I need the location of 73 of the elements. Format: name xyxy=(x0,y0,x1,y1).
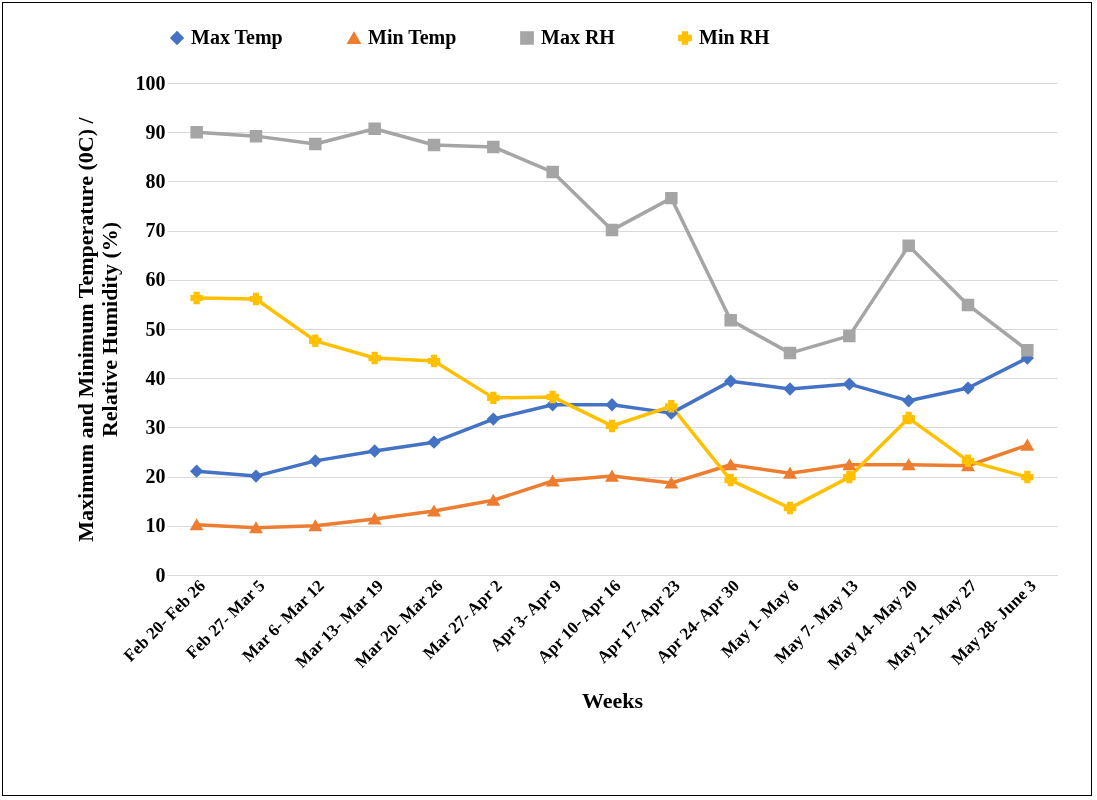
point xyxy=(487,140,500,154)
point xyxy=(961,454,975,468)
point xyxy=(546,165,559,179)
point xyxy=(1021,343,1034,357)
y-tick-label: 60 xyxy=(145,268,166,291)
y-tick-label: 30 xyxy=(145,415,166,438)
point xyxy=(427,138,441,152)
y-tick-label: 50 xyxy=(145,317,166,340)
point xyxy=(843,459,856,471)
y-tick-label: 70 xyxy=(145,219,166,242)
point xyxy=(605,470,619,482)
point xyxy=(487,391,500,405)
point xyxy=(902,239,915,253)
point xyxy=(783,501,797,515)
point xyxy=(190,291,203,305)
point xyxy=(843,470,856,484)
point xyxy=(783,467,797,479)
point xyxy=(665,477,678,489)
legend-label: Max Temp xyxy=(191,26,283,49)
y-tick-label: 90 xyxy=(145,120,166,143)
point xyxy=(961,381,975,395)
point xyxy=(309,454,322,468)
y-tick-label: 80 xyxy=(145,169,166,192)
point xyxy=(190,519,203,531)
point xyxy=(1021,439,1034,451)
point xyxy=(902,459,915,471)
point xyxy=(605,223,619,237)
point xyxy=(605,398,619,412)
point xyxy=(487,412,500,426)
point xyxy=(309,137,322,151)
point xyxy=(546,475,559,487)
y-axis-title: Maximum and Minimum Temperature (0C) / Relative Humidity (%) xyxy=(72,116,122,542)
point xyxy=(368,122,381,135)
point xyxy=(487,494,500,506)
point xyxy=(249,292,263,306)
point xyxy=(843,329,856,343)
point xyxy=(724,473,737,487)
point xyxy=(605,419,619,433)
point xyxy=(368,513,381,525)
legend-label: Min Temp xyxy=(368,26,457,49)
y-tick-label: 20 xyxy=(145,465,166,488)
point xyxy=(427,354,441,368)
point xyxy=(665,191,678,205)
legend-label: Min RH xyxy=(699,26,770,48)
y-tick-label: 10 xyxy=(145,514,166,537)
point xyxy=(961,298,975,312)
point xyxy=(783,382,797,396)
point xyxy=(546,390,559,404)
point xyxy=(309,334,322,348)
point xyxy=(368,351,381,365)
point xyxy=(249,522,263,534)
y-tick-label: 0 xyxy=(155,563,166,586)
y-tick-label: 100 xyxy=(135,71,166,94)
point xyxy=(190,125,203,139)
point xyxy=(249,129,263,143)
point xyxy=(902,411,915,425)
point xyxy=(427,505,441,517)
point xyxy=(843,377,856,391)
y-tick-label: 40 xyxy=(145,366,166,389)
point xyxy=(427,435,441,449)
point xyxy=(783,346,797,360)
point xyxy=(309,520,322,532)
point xyxy=(1021,470,1034,484)
point xyxy=(902,394,915,408)
point xyxy=(368,444,381,458)
point xyxy=(665,400,678,413)
point xyxy=(190,464,203,478)
point xyxy=(724,459,737,471)
legend-label: Max RH xyxy=(541,26,616,48)
point xyxy=(724,374,737,388)
x-axis-title: Weeks xyxy=(581,687,644,713)
point xyxy=(249,469,263,483)
point xyxy=(724,313,737,327)
